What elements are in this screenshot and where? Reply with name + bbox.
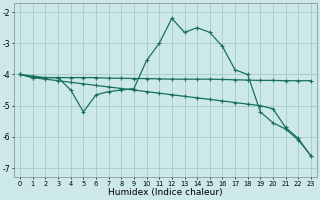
X-axis label: Humidex (Indice chaleur): Humidex (Indice chaleur)	[108, 188, 223, 197]
